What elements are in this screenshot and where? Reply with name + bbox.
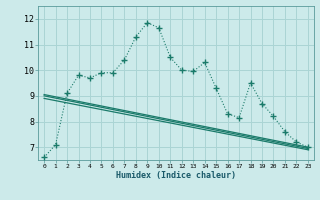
X-axis label: Humidex (Indice chaleur): Humidex (Indice chaleur) bbox=[116, 171, 236, 180]
